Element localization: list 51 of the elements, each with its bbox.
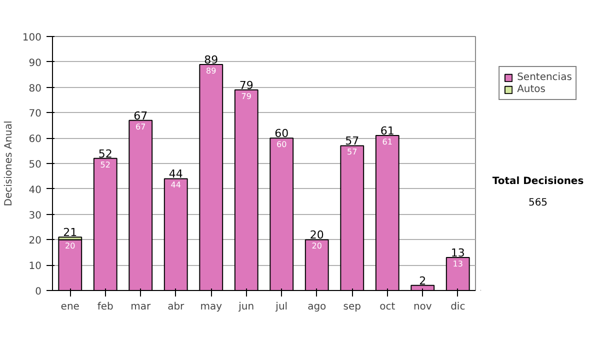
x-tick-label: oct bbox=[380, 302, 396, 312]
y-tick-label: 40 bbox=[28, 184, 42, 196]
total-label: 89 bbox=[204, 53, 218, 66]
y-tick-label: 0 bbox=[35, 286, 42, 298]
y-tick-label: 90 bbox=[28, 58, 42, 69]
total-label: 79 bbox=[239, 78, 254, 92]
y-tick-label: 30 bbox=[28, 210, 42, 222]
data-label: 60 bbox=[276, 140, 287, 150]
x-tick-label: feb bbox=[97, 302, 114, 312]
x-tick-label: jun bbox=[238, 302, 254, 312]
x-tick-label: dic bbox=[450, 302, 466, 312]
total-label: 2 bbox=[419, 274, 426, 288]
text: Total Decisiones bbox=[492, 176, 584, 187]
legend-label: Sentencias bbox=[517, 71, 572, 83]
data-label: 20 bbox=[312, 242, 322, 251]
total-label: 13 bbox=[450, 246, 465, 260]
total-label: 21 bbox=[63, 226, 78, 240]
total-label: 60 bbox=[274, 127, 289, 140]
x-tick-label: ago bbox=[308, 302, 326, 312]
data-label: 89 bbox=[206, 66, 216, 76]
y-tick-label: 100 bbox=[22, 32, 42, 44]
data-label: 61 bbox=[382, 138, 392, 147]
data-label: 20 bbox=[65, 242, 76, 251]
total-label: 44 bbox=[168, 168, 183, 181]
total-label: 52 bbox=[98, 147, 112, 160]
y-tick-label: 60 bbox=[28, 134, 42, 146]
data-label: 52 bbox=[100, 160, 110, 170]
y-tick-label: 20 bbox=[28, 236, 42, 247]
text: 565 bbox=[528, 198, 548, 209]
y-tick-label: 80 bbox=[28, 83, 42, 94]
total-label: 67 bbox=[134, 109, 148, 122]
x-tick-label: jul bbox=[274, 302, 288, 312]
data-label: 57 bbox=[347, 148, 358, 157]
data-label: 13 bbox=[452, 259, 463, 268]
total-label: 61 bbox=[380, 124, 394, 138]
y-axis-title: Decisiones Anual bbox=[3, 120, 14, 206]
x-tick-label: mar bbox=[130, 302, 152, 312]
data-label: 67 bbox=[136, 122, 146, 132]
y-tick-label: 70 bbox=[28, 108, 42, 120]
legend-label: Autos bbox=[517, 83, 546, 95]
x-tick-label: may bbox=[200, 302, 222, 312]
y-tick-label: 50 bbox=[28, 160, 42, 170]
x-tick-label: abr bbox=[168, 302, 186, 312]
data-label: 79 bbox=[241, 92, 252, 101]
x-tick-label: ene bbox=[60, 302, 80, 312]
data-label: 44 bbox=[170, 180, 181, 190]
x-tick-label: sep bbox=[343, 302, 361, 312]
total-label: 20 bbox=[310, 228, 324, 242]
y-tick-label: 10 bbox=[28, 261, 42, 272]
x-tick-label: nov bbox=[413, 302, 432, 312]
total-label: 57 bbox=[345, 134, 360, 148]
